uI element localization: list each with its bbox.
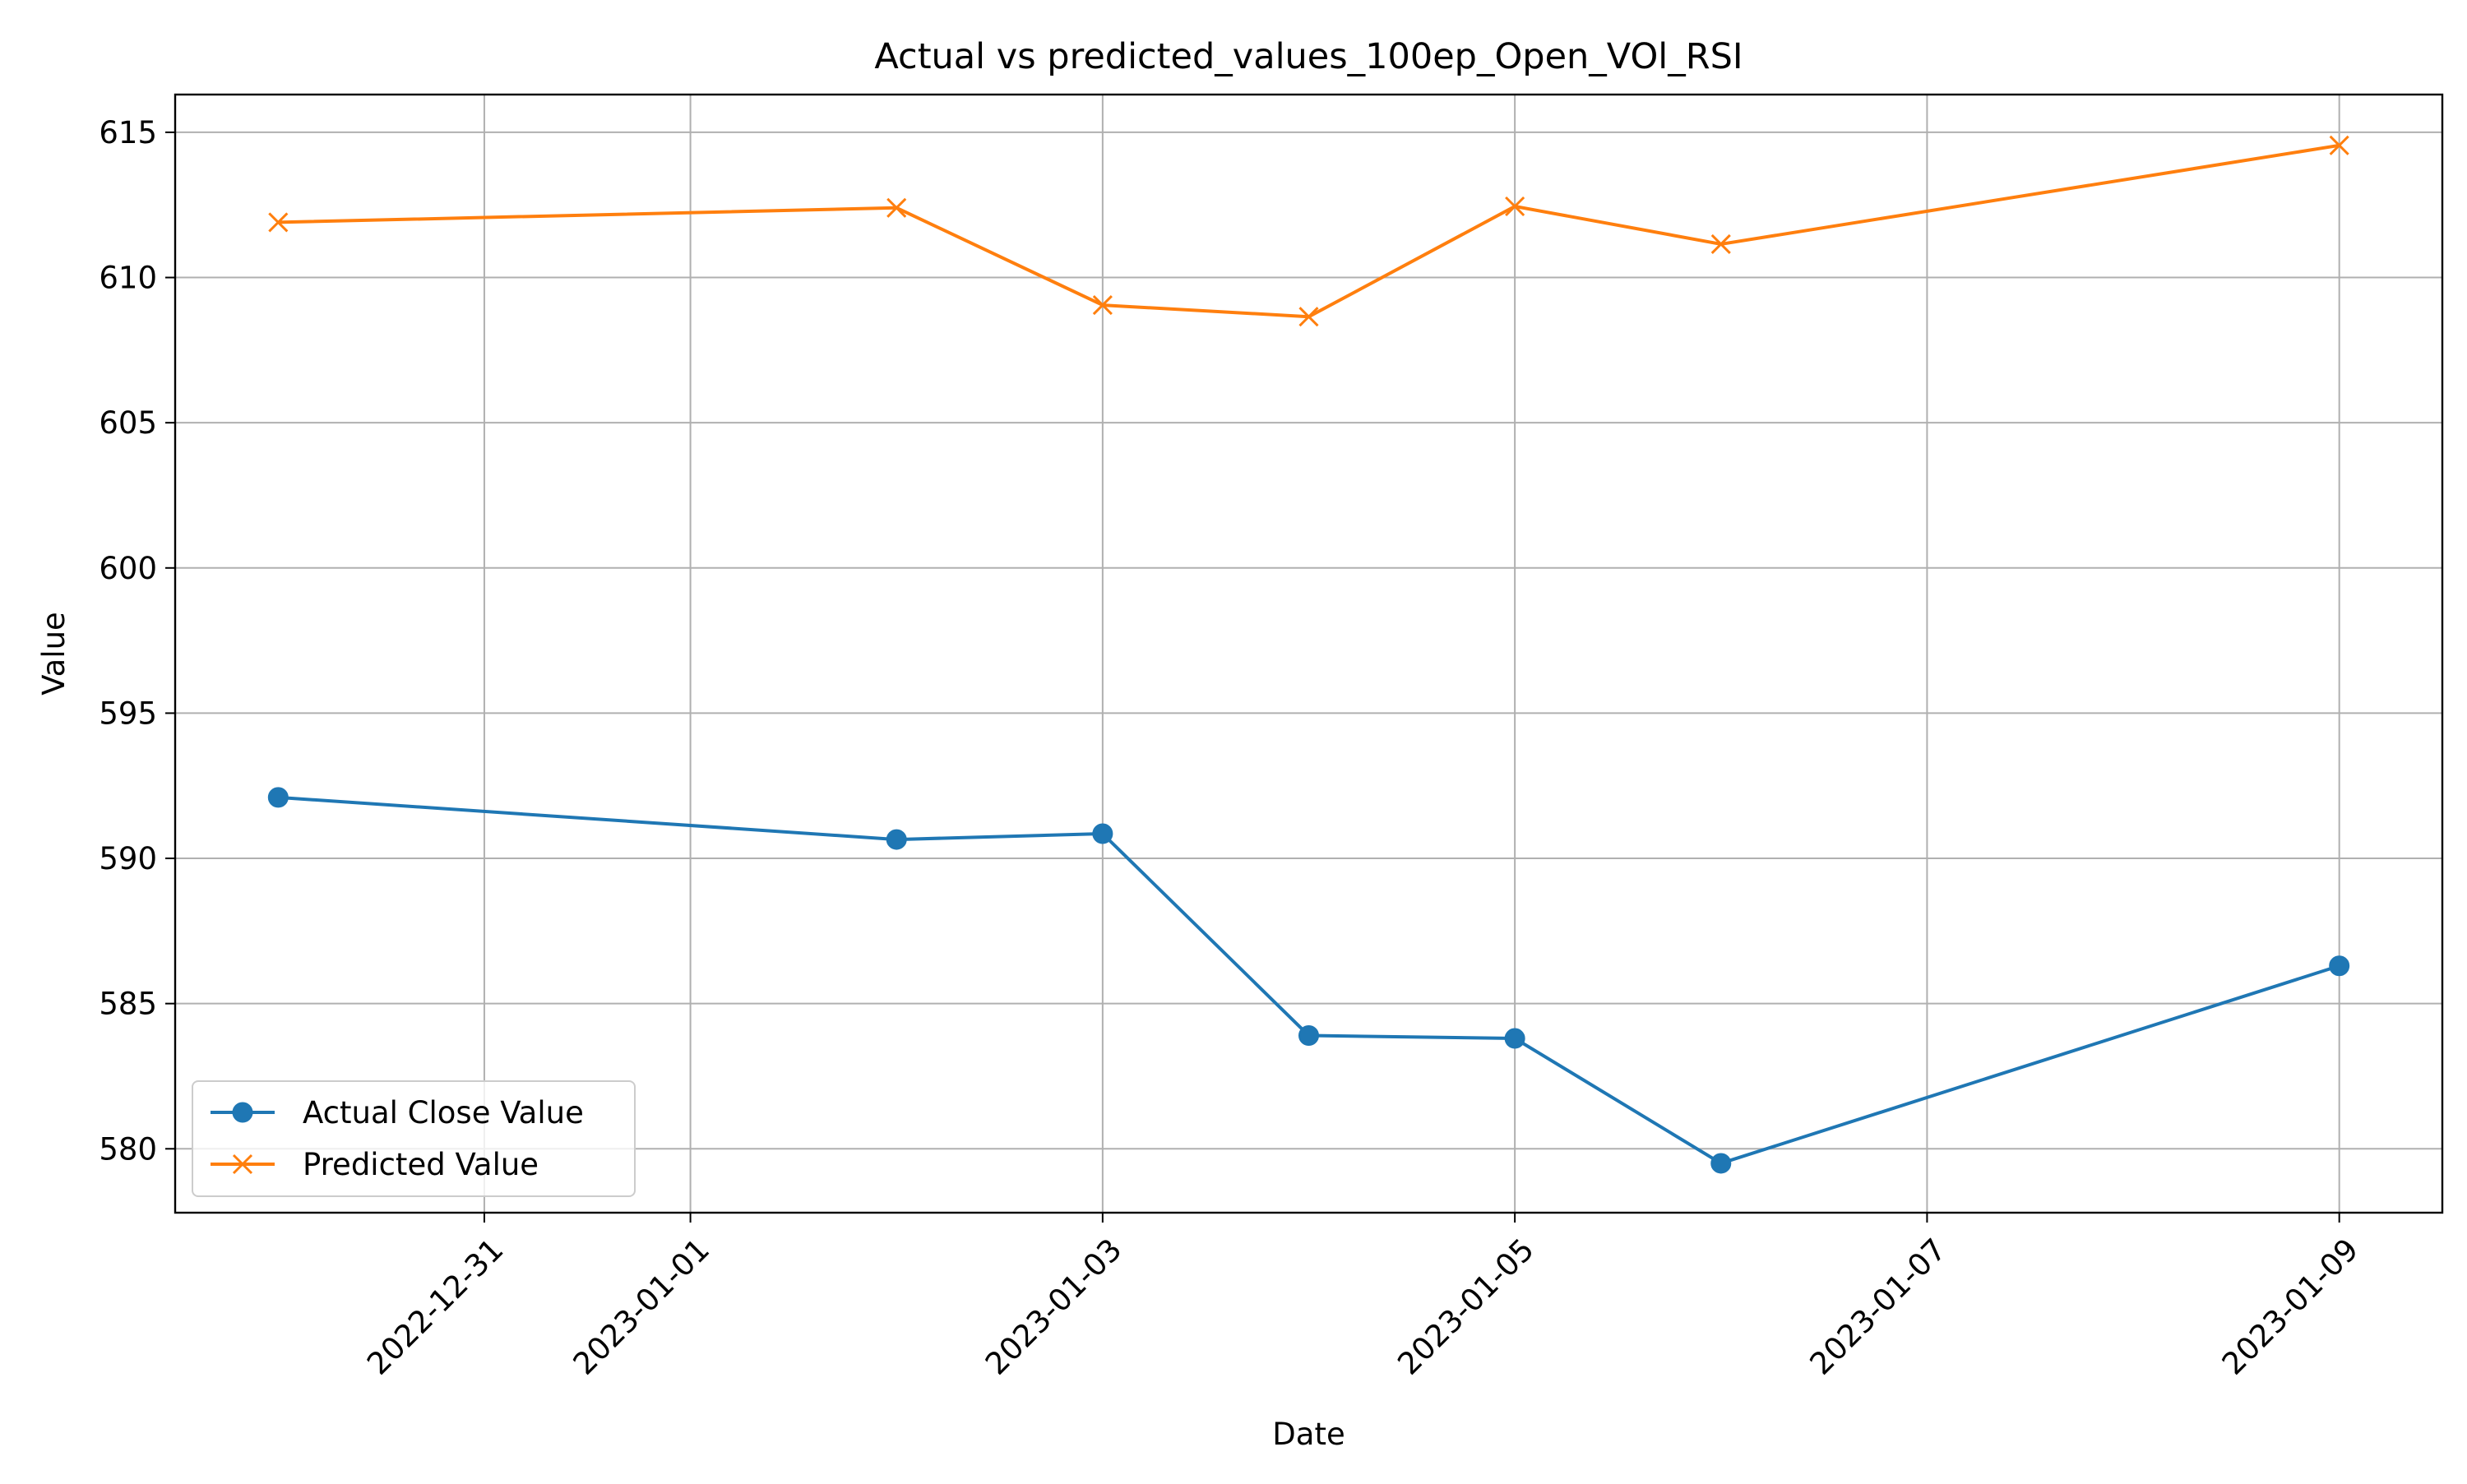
data-point <box>1710 233 1731 254</box>
data-point <box>1092 295 1113 316</box>
y-tick-label: 605 <box>99 405 157 441</box>
y-tick-label: 595 <box>99 696 157 731</box>
y-tick-label: 590 <box>99 841 157 876</box>
plot-series <box>267 135 2350 1174</box>
data-point <box>886 829 907 850</box>
y-tick-label: 580 <box>99 1131 157 1167</box>
data-point <box>1504 1028 1525 1049</box>
legend-label: Predicted Value <box>303 1147 539 1182</box>
series-actual <box>267 787 2350 1174</box>
data-point <box>1092 823 1113 844</box>
chart-title: Actual vs predicted_values_100ep_Open_VO… <box>874 36 1743 77</box>
legend-box <box>192 1080 636 1197</box>
data-point <box>1298 307 1319 327</box>
legend-marker <box>232 1153 253 1175</box>
data-point <box>2329 135 2349 155</box>
data-point <box>268 212 289 233</box>
legend: Actual Close Value Predicted Value <box>192 1080 636 1197</box>
data-point <box>1710 1153 1732 1174</box>
series-predicted <box>268 135 2349 327</box>
legend-label: Actual Close Value <box>303 1095 584 1130</box>
grid <box>175 95 2442 1213</box>
legend-item: Actual Close Value <box>211 1095 584 1130</box>
data-point <box>2329 955 2350 977</box>
data-point <box>267 787 289 808</box>
y-tick-label: 600 <box>99 551 157 586</box>
data-point <box>886 197 907 218</box>
data-point <box>1298 1025 1319 1047</box>
data-point <box>1505 196 1525 217</box>
plot-frame <box>174 93 2444 1214</box>
y-tick-label: 615 <box>99 115 157 150</box>
y-tick-label: 585 <box>99 987 157 1022</box>
x-axis-label: Date <box>1272 1417 1345 1452</box>
legend-item: Predicted Value <box>211 1147 539 1182</box>
y-axis-label: Value <box>36 612 72 696</box>
y-tick-label: 610 <box>99 261 157 296</box>
legend-marker <box>232 1102 253 1123</box>
